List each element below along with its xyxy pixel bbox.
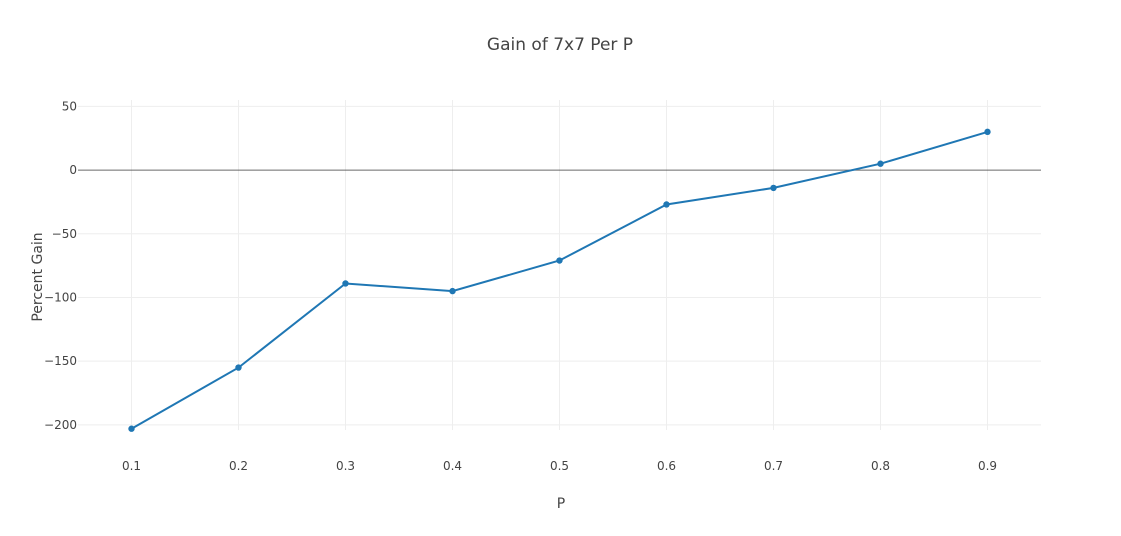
x-tick-label: 0.7	[764, 459, 783, 473]
y-tick-label: −150	[44, 354, 77, 368]
data-point	[342, 280, 349, 287]
y-tick-label: −100	[44, 290, 77, 304]
y-tick-label: −200	[44, 418, 77, 432]
data-point	[663, 201, 670, 208]
data-point	[235, 364, 242, 371]
series	[128, 128, 991, 432]
x-axis-ticks: 0.1 0.2 0.3 0.4 0.5 0.6 0.7 0.8 0.9	[122, 459, 997, 473]
data-point	[556, 257, 563, 264]
x-tick-label: 0.1	[122, 459, 141, 473]
x-tick-label: 0.4	[443, 459, 462, 473]
y-axis-ticks: 50 0 −50 −100 −150 −200	[44, 99, 77, 432]
x-tick-label: 0.6	[657, 459, 676, 473]
data-point	[128, 425, 135, 432]
data-point	[877, 160, 884, 167]
data-point	[984, 128, 991, 136]
x-axis-label: P	[557, 496, 565, 512]
y-axis-label: Percent Gain	[30, 232, 46, 321]
y-tick-label: 50	[62, 99, 77, 113]
data-point	[770, 184, 777, 192]
y-tick-label: −50	[52, 227, 77, 241]
x-tick-label: 0.8	[871, 459, 890, 473]
data-point	[449, 287, 456, 295]
x-tick-label: 0.9	[978, 459, 997, 473]
grid	[78, 100, 1041, 430]
x-tick-label: 0.3	[336, 459, 355, 473]
y-tick-label: 0	[69, 163, 77, 177]
chart-title: Gain of 7x7 Per P	[487, 35, 633, 55]
x-tick-label: 0.5	[550, 459, 569, 473]
x-tick-label: 0.2	[229, 459, 248, 473]
